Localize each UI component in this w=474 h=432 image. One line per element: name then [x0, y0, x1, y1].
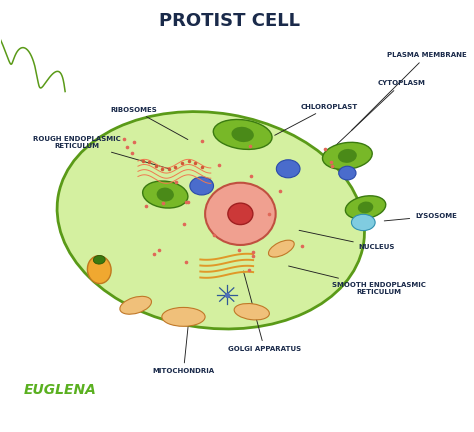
Ellipse shape [338, 149, 357, 163]
Ellipse shape [190, 177, 213, 195]
Ellipse shape [234, 304, 269, 320]
Ellipse shape [231, 127, 254, 142]
Ellipse shape [156, 187, 174, 201]
Text: CYTOPLASM: CYTOPLASM [331, 80, 426, 150]
Ellipse shape [228, 203, 253, 225]
Ellipse shape [322, 142, 372, 169]
Ellipse shape [87, 256, 111, 283]
Ellipse shape [162, 308, 205, 326]
Text: RIBOSOMES: RIBOSOMES [110, 107, 188, 140]
Text: ID 255164115 © VectorMine: ID 255164115 © VectorMine [356, 417, 465, 426]
Text: ROUGH ENDOPLASMIC
RETICULUM: ROUGH ENDOPLASMIC RETICULUM [33, 136, 169, 169]
Ellipse shape [205, 183, 276, 245]
Ellipse shape [213, 120, 272, 149]
Text: PLASMA MEMBRANE: PLASMA MEMBRANE [352, 52, 467, 130]
Ellipse shape [339, 166, 356, 180]
Ellipse shape [276, 160, 300, 178]
Ellipse shape [120, 296, 152, 314]
Ellipse shape [93, 255, 105, 264]
Ellipse shape [346, 196, 386, 219]
Ellipse shape [57, 111, 365, 329]
Ellipse shape [351, 214, 375, 231]
Text: SMOOTH ENDOPLASMIC
RETICULUM: SMOOTH ENDOPLASMIC RETICULUM [289, 266, 426, 295]
Text: PROTIST CELL: PROTIST CELL [158, 12, 300, 30]
Text: EUGLENA: EUGLENA [24, 383, 97, 397]
Ellipse shape [358, 202, 374, 213]
Text: CHLOROPLAST: CHLOROPLAST [275, 104, 358, 135]
Ellipse shape [143, 181, 188, 208]
Text: dreamstime.com: dreamstime.com [9, 417, 74, 426]
Text: GOLGI APPARATUS: GOLGI APPARATUS [228, 271, 301, 352]
Text: LYSOSOME: LYSOSOME [384, 213, 457, 221]
Ellipse shape [268, 240, 294, 257]
Text: NUCLEUS: NUCLEUS [299, 230, 395, 250]
Text: MITOCHONDRIA: MITOCHONDRIA [153, 321, 215, 375]
